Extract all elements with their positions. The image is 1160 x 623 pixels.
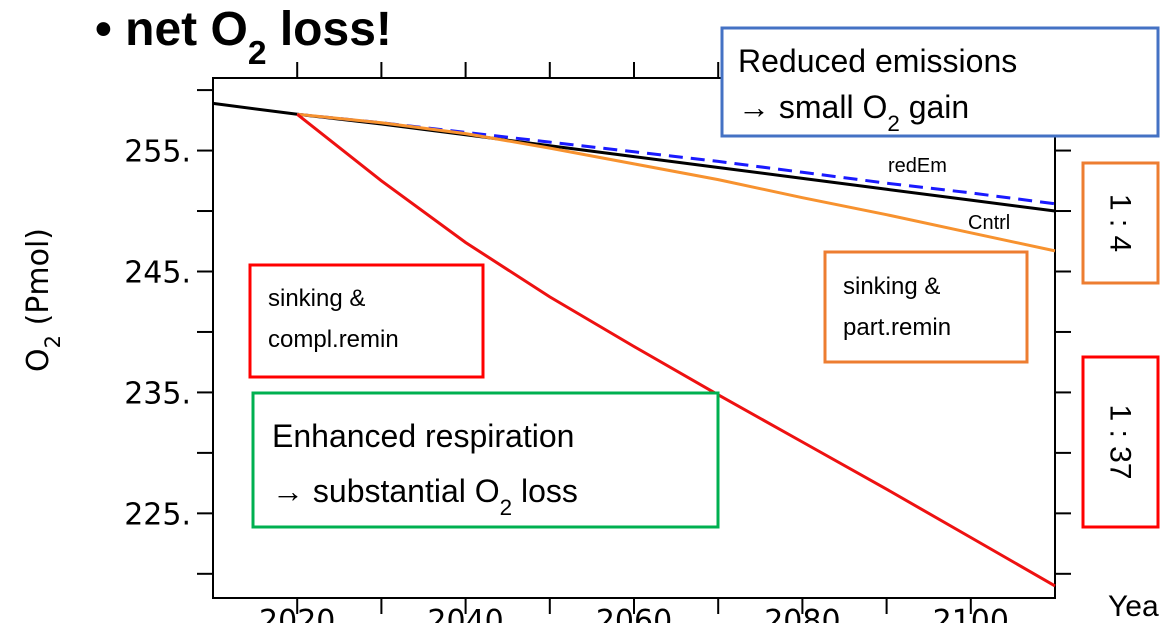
annotation-text: Reduced emissions: [738, 43, 1017, 79]
y-axis-label-part: 2: [41, 335, 65, 348]
annotation-text-part: Enhanced respiration: [272, 418, 574, 454]
annotation-text: sinking &: [843, 273, 940, 300]
series-line: [297, 112, 1056, 253]
annotation-text-part: 1 : 37: [1104, 404, 1137, 479]
annotation-text-part: Reduced emissions: [738, 43, 1017, 79]
annotation-text-part: → substantial O: [272, 473, 500, 509]
annotation-text-part: sinking &: [268, 285, 365, 312]
annotation-text-part: 2: [887, 111, 899, 136]
annotation-text: sinking &: [268, 285, 365, 312]
annotation-text: → small O2 gain: [738, 89, 969, 136]
x-axis-label: Year: [1108, 590, 1160, 623]
y-tick-label: 235.: [124, 376, 191, 411]
annotation-text-part: part.remin: [843, 314, 951, 341]
annotation-text-part: → small O: [738, 89, 887, 125]
annotation-box: [251, 391, 720, 529]
annotation-text: part.remin: [843, 314, 951, 341]
annotation-text: 1 : 4: [1104, 194, 1137, 252]
annotation-box: [248, 263, 485, 379]
y-tick-label: 255.: [124, 135, 191, 170]
annotation-box: [1081, 161, 1160, 285]
annotation-box: [720, 26, 1160, 138]
x-tick-label: 2060: [596, 604, 672, 623]
series-line: [296, 113, 1056, 588]
annotation-text-part: gain: [900, 89, 969, 125]
annotation-text-part: loss: [512, 473, 578, 509]
y-axis-label-part: O: [21, 348, 56, 372]
annotation-text: Enhanced respiration: [272, 418, 574, 454]
series-line: [297, 112, 1056, 206]
annotation-text: → substantial O2 loss: [272, 473, 578, 520]
annotation-text: compl.remin: [268, 326, 399, 353]
annotation-box: [1081, 355, 1160, 529]
annotation-box: [823, 250, 1029, 364]
annotation-text-part: compl.remin: [268, 326, 399, 353]
y-tick-label: 225.: [124, 497, 191, 532]
annotation-text-part: 1 : 4: [1104, 194, 1137, 252]
y-axis-label: O2 (Pmol): [21, 228, 65, 372]
chart-title-part: 2: [248, 35, 267, 72]
chart-title: • net O2 loss!: [95, 3, 392, 72]
x-tick-label: 2040: [427, 604, 503, 623]
annotation-text-part: sinking &: [843, 273, 940, 300]
series-label: Cntrl: [968, 212, 1010, 234]
x-tick-label: 2080: [764, 604, 840, 623]
annotation-text: 1 : 37: [1104, 404, 1137, 479]
series-label: redEm: [888, 155, 947, 177]
y-axis-label-part: (Pmol): [21, 228, 56, 335]
x-tick-label: 2100: [933, 604, 1009, 623]
chart-title-part: • net O: [95, 3, 248, 56]
chart-title-part: loss!: [267, 3, 392, 56]
x-tick-label: 2020: [259, 604, 335, 623]
annotation-text-part: 2: [500, 495, 512, 520]
y-tick-label: 245.: [124, 255, 191, 290]
